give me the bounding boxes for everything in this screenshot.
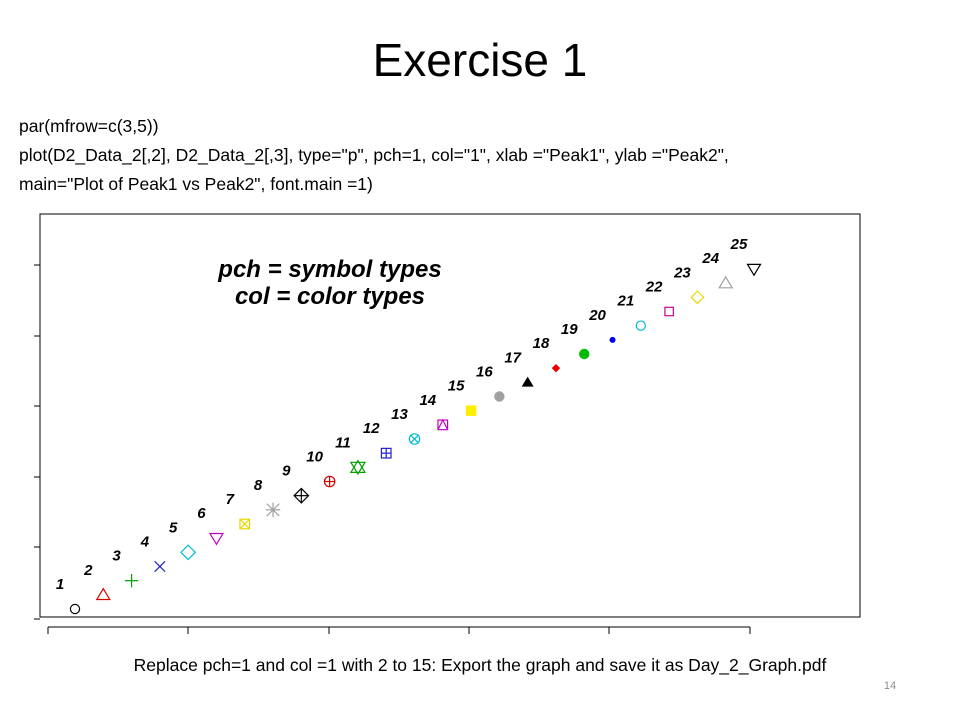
data-point-25: [746, 263, 762, 277]
point-label-15: 15: [448, 378, 465, 395]
point-label-20: 20: [588, 307, 606, 324]
point-label-12: 12: [363, 420, 380, 437]
data-point-18: [551, 363, 561, 373]
caption: Replace pch=1 and col =1 with 2 to 15: E…: [133, 655, 827, 675]
point-label-21: 21: [616, 293, 634, 310]
data-point-16: [494, 391, 505, 402]
data-point-17: [521, 376, 534, 387]
data-point-13: [408, 433, 421, 445]
point-label-8: 8: [254, 477, 263, 494]
data-point-19: [579, 348, 590, 360]
data-point-8: [265, 502, 281, 518]
point-label-4: 4: [140, 534, 150, 551]
symbol-plot: pch = symbol types col = color types 1 2 3 4 5…: [34, 210, 864, 640]
point-label-9: 9: [282, 463, 291, 480]
data-point-2: [95, 587, 111, 601]
point-label-14: 14: [419, 392, 436, 409]
point-label-11: 11: [335, 434, 351, 451]
point-label-10: 10: [306, 449, 323, 466]
point-label-1: 1: [56, 576, 64, 593]
data-point-22: [664, 306, 674, 317]
point-label-5: 5: [169, 519, 178, 536]
point-label-13: 13: [391, 406, 408, 423]
code-line-3: main="Plot of Peak1 vs Peak2", font.main…: [19, 174, 373, 194]
point-label-7: 7: [226, 491, 235, 508]
data-point-9: [293, 487, 310, 504]
point-label-2: 2: [83, 562, 93, 579]
annotation-line-2: col = color types: [235, 283, 425, 310]
data-point-20: [609, 336, 616, 343]
point-label-18: 18: [533, 335, 550, 352]
data-point-24: [718, 275, 734, 289]
data-point-14: [437, 418, 449, 431]
data-point-3: [124, 573, 139, 588]
code-block: par(mfrow=c(3,5)) plot(D2_Data_2[,2], D2…: [19, 112, 949, 199]
point-label-19: 19: [561, 321, 578, 338]
data-point-4: [154, 560, 166, 573]
data-point-21: [635, 320, 647, 331]
data-point-7: [239, 518, 251, 530]
annotation-line-1: pch = symbol types: [217, 256, 441, 283]
data-point-10: [323, 475, 336, 488]
data-point-6: [208, 532, 225, 546]
data-point-1: [69, 603, 81, 615]
data-point-12: [380, 447, 392, 459]
point-label-6: 6: [197, 505, 206, 522]
data-point-11: [349, 459, 367, 476]
point-label-25: 25: [730, 236, 748, 253]
data-point-5: [180, 544, 197, 561]
point-label-22: 22: [645, 279, 663, 296]
point-label-17: 17: [504, 349, 521, 366]
data-point-23: [690, 290, 705, 305]
point-label-16: 16: [476, 364, 493, 381]
code-line-1: par(mfrow=c(3,5)): [19, 116, 159, 136]
slide-title: Exercise 1: [372, 34, 588, 86]
point-label-3: 3: [112, 548, 121, 565]
data-point-15: [465, 405, 477, 416]
slide-number: 14: [883, 680, 897, 692]
plot-frame: [39, 213, 861, 618]
code-line-2: plot(D2_Data_2[,2], D2_Data_2[,3], type=…: [19, 145, 729, 165]
point-label-23: 23: [673, 264, 691, 281]
point-label-24: 24: [701, 250, 719, 267]
